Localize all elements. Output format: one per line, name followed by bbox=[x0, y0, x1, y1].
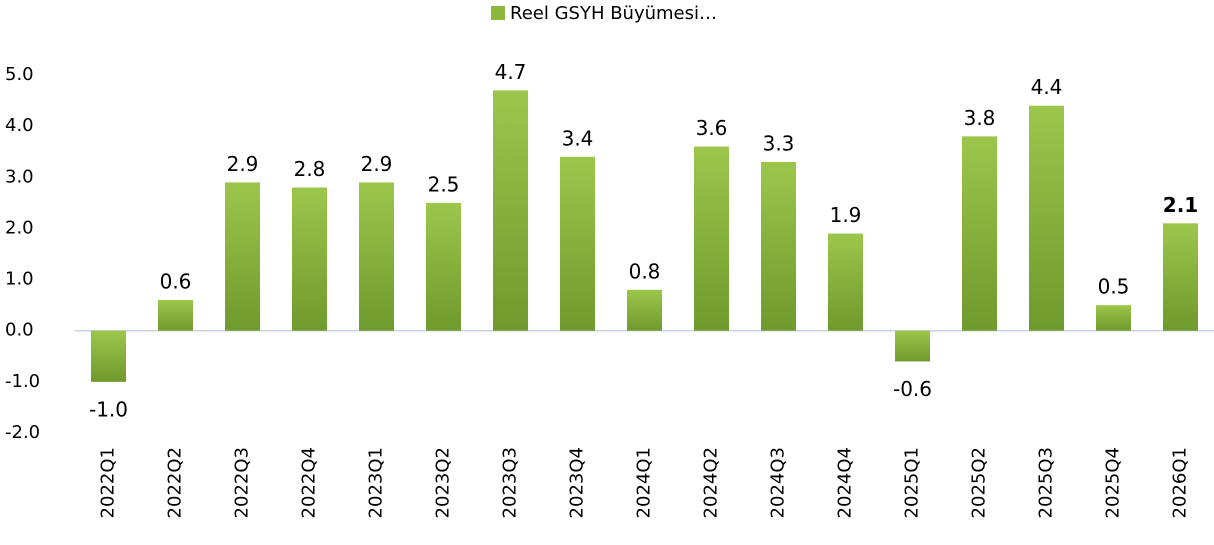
value-label: -0.6 bbox=[893, 377, 932, 401]
value-label: 1.9 bbox=[830, 203, 862, 227]
value-label: 2.9 bbox=[361, 152, 393, 176]
legend-swatch bbox=[491, 6, 505, 20]
bar bbox=[1029, 105, 1064, 331]
bar bbox=[493, 90, 528, 331]
x-tick-label: 2022Q1 bbox=[98, 447, 119, 518]
x-tick-label: 2025Q1 bbox=[902, 447, 923, 518]
x-tick-label: 2024Q1 bbox=[634, 447, 655, 518]
value-label: 3.3 bbox=[763, 131, 795, 155]
value-label: 0.5 bbox=[1098, 275, 1130, 299]
value-label: -1.0 bbox=[89, 397, 128, 421]
value-label: 2.8 bbox=[294, 157, 326, 181]
bar bbox=[627, 289, 662, 331]
value-label: 3.6 bbox=[696, 116, 728, 140]
y-tick-label: 3.0 bbox=[5, 166, 34, 187]
x-tick-label: 2022Q3 bbox=[232, 447, 253, 518]
x-tick-label: 2025Q4 bbox=[1103, 447, 1124, 518]
value-label: 2.5 bbox=[428, 172, 460, 196]
y-tick-label: 0.0 bbox=[5, 320, 34, 341]
x-tick-label: 2022Q2 bbox=[165, 447, 186, 518]
x-tick-label: 2023Q1 bbox=[366, 447, 387, 518]
bar bbox=[560, 156, 595, 331]
x-tick-label: 2025Q2 bbox=[969, 447, 990, 518]
bar bbox=[426, 202, 461, 331]
value-label: 2.9 bbox=[227, 152, 259, 176]
x-tick-label: 2023Q4 bbox=[567, 447, 588, 518]
bar bbox=[962, 136, 997, 331]
bar bbox=[359, 182, 394, 331]
bar bbox=[895, 330, 930, 362]
value-label: 4.7 bbox=[495, 60, 527, 84]
value-label: 4.4 bbox=[1031, 75, 1063, 99]
y-tick-label: 4.0 bbox=[5, 115, 34, 136]
y-tick-label: -2.0 bbox=[5, 422, 40, 443]
x-tick-label: 2026Q1 bbox=[1170, 447, 1191, 518]
bar bbox=[292, 187, 327, 331]
x-tick-label: 2023Q2 bbox=[433, 447, 454, 518]
x-tick-label: 2024Q3 bbox=[768, 447, 789, 518]
y-tick-label: -1.0 bbox=[5, 371, 40, 392]
value-label: 3.4 bbox=[562, 126, 594, 150]
bar bbox=[91, 330, 126, 382]
x-tick-label: 2022Q4 bbox=[299, 447, 320, 518]
value-label: 0.8 bbox=[629, 259, 661, 283]
y-tick-label: 1.0 bbox=[5, 269, 34, 290]
value-label: 3.8 bbox=[964, 106, 996, 130]
bar bbox=[158, 300, 193, 331]
bar bbox=[1163, 223, 1198, 331]
bar bbox=[761, 161, 796, 331]
x-tick-label: 2025Q3 bbox=[1036, 447, 1057, 518]
bar bbox=[828, 233, 863, 331]
value-label: 2.1 bbox=[1163, 193, 1198, 217]
x-tick-label: 2024Q4 bbox=[835, 447, 856, 518]
x-tick-label: 2024Q2 bbox=[701, 447, 722, 518]
y-tick-label: 5.0 bbox=[5, 64, 34, 85]
bar bbox=[694, 146, 729, 331]
value-label: 0.6 bbox=[160, 270, 192, 294]
bar bbox=[1096, 305, 1131, 331]
legend-label: Reel GSYH Büyümesi… bbox=[510, 3, 717, 24]
y-tick-label: 2.0 bbox=[5, 217, 34, 238]
x-tick-label: 2023Q3 bbox=[500, 447, 521, 518]
bar bbox=[225, 182, 260, 331]
